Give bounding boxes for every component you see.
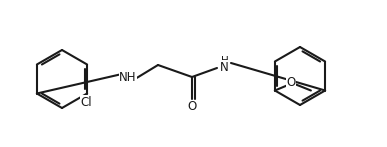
Text: NH: NH — [119, 71, 137, 83]
Text: O: O — [286, 76, 296, 89]
Text: N: N — [220, 61, 228, 74]
Text: Cl: Cl — [80, 96, 92, 109]
Text: H: H — [221, 56, 229, 66]
Text: O: O — [187, 101, 197, 113]
